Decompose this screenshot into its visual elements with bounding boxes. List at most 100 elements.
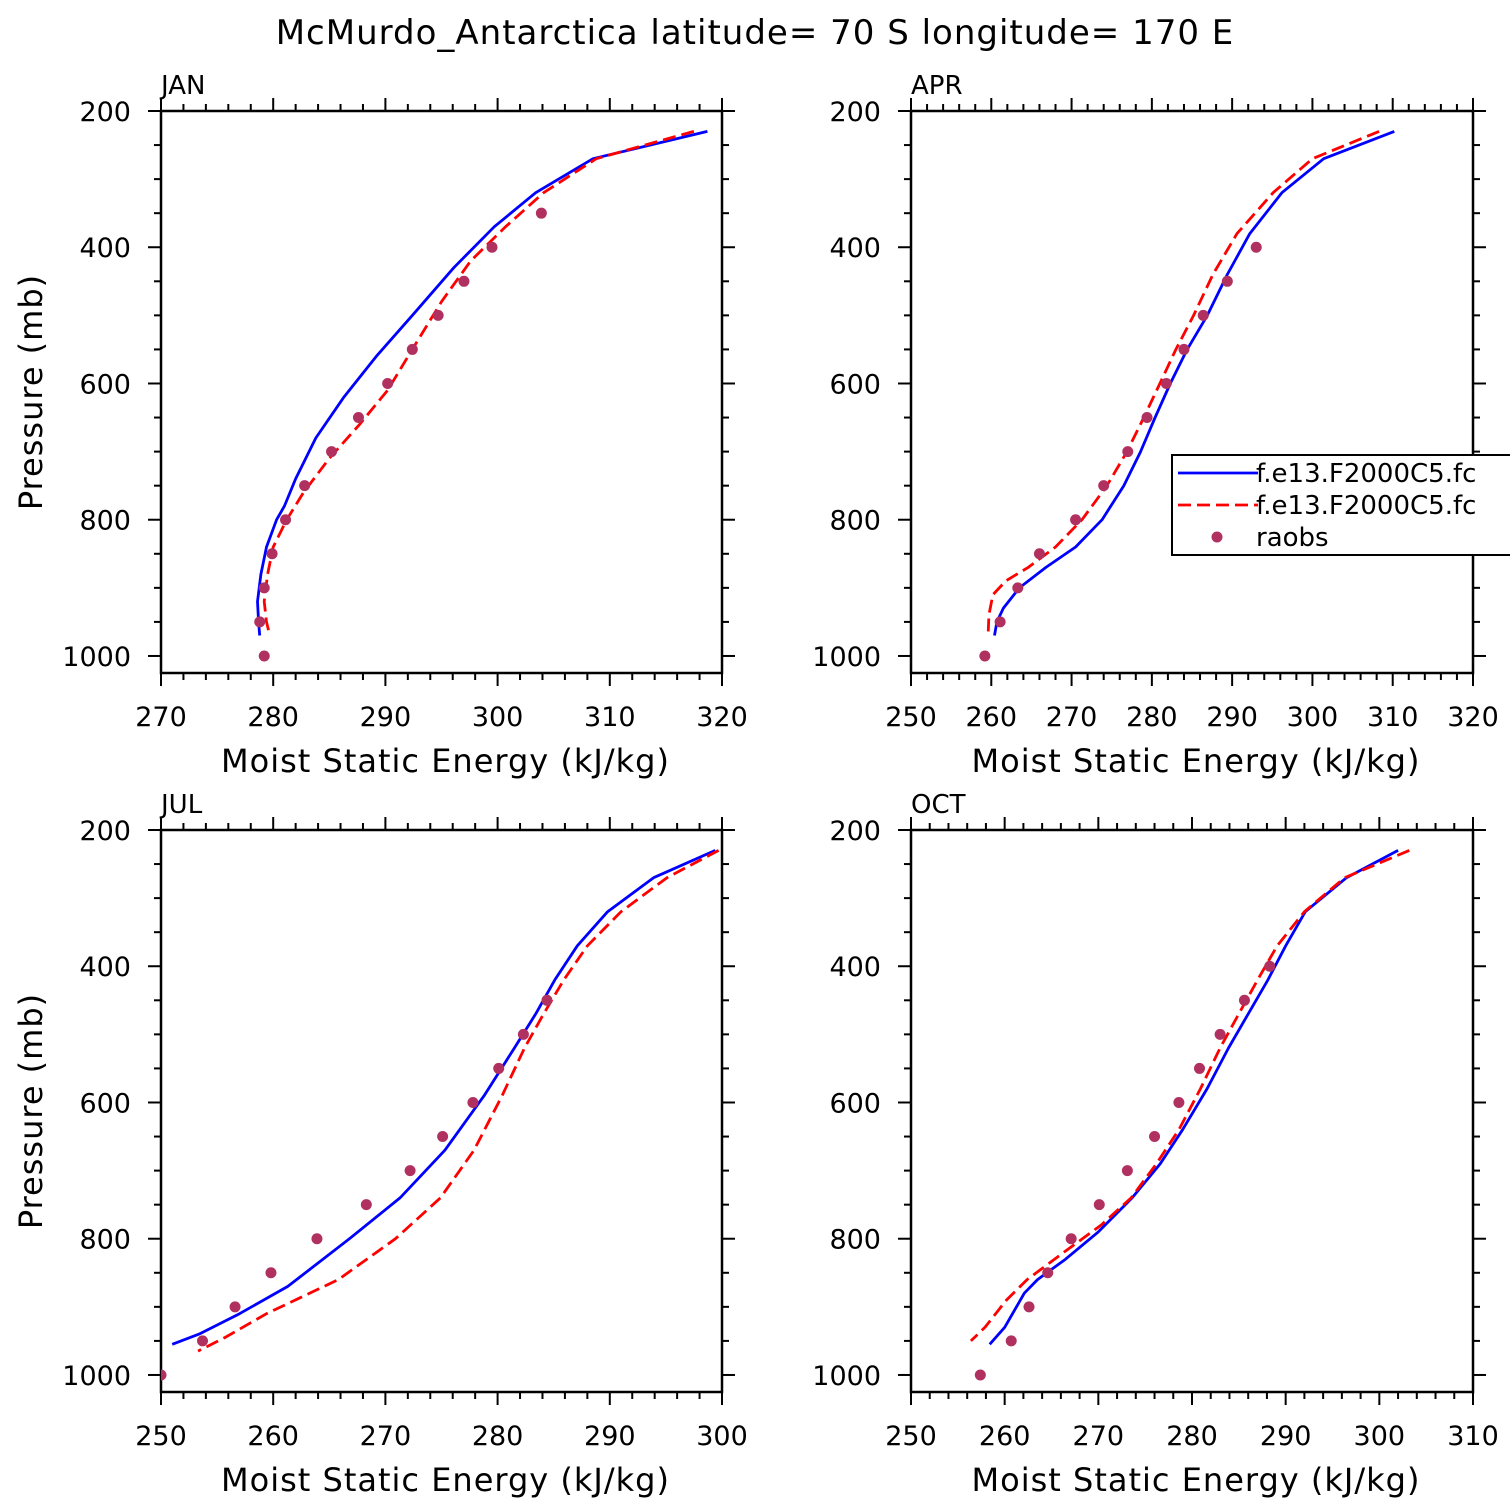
raobs-point-oct — [1121, 1165, 1133, 1177]
raobs-point-jan — [486, 241, 498, 253]
y-tick-label-oct: 1000 — [812, 1361, 881, 1392]
x-tick-label-oct: 290 — [1260, 1421, 1312, 1452]
x-tick-label-apr: 320 — [1447, 702, 1499, 733]
series-solid-line-jul — [171, 849, 716, 1346]
panel-label-jan: JAN — [159, 71, 205, 101]
raobs-point-apr — [1122, 446, 1134, 458]
panel-label-jul: JUL — [159, 790, 203, 820]
raobs-point-jan — [254, 616, 266, 628]
panel-jul: JUL 250 260 270 280 290 300 200 400 600 800 1000 Moi… — [12, 790, 748, 1499]
raobs-point-jul — [311, 1233, 323, 1245]
x-tick-label-jul: 300 — [696, 1421, 748, 1452]
x-tick-label-oct: 260 — [979, 1421, 1031, 1452]
x-tick-label-jul: 260 — [247, 1421, 299, 1452]
raobs-point-oct — [1093, 1199, 1105, 1211]
raobs-point-apr — [1221, 275, 1233, 287]
raobs-point-jul — [404, 1165, 416, 1177]
raobs-point-oct — [1238, 994, 1250, 1006]
y-tick-label-jan: 400 — [79, 233, 131, 264]
plot-frame-jul — [159, 828, 724, 1394]
y-tick-label-oct: 400 — [829, 952, 881, 983]
x-tick-label-oct: 250 — [885, 1421, 937, 1452]
y-tick-label-apr: 800 — [829, 506, 881, 537]
legend-marker-raobs — [1211, 531, 1223, 543]
y-tick-label-oct: 800 — [829, 1225, 881, 1256]
y-tick-label-apr: 600 — [829, 369, 881, 400]
y-tick-label-jul: 600 — [79, 1088, 131, 1119]
raobs-point-apr — [1178, 343, 1190, 355]
raobs-point-jul — [265, 1267, 277, 1279]
raobs-point-jul — [467, 1096, 479, 1108]
raobs-point-apr — [1197, 309, 1209, 321]
y-tick-label-oct: 600 — [829, 1088, 881, 1119]
x-axis-label-jul: Moist Static Energy (kJ/kg) — [221, 1461, 670, 1499]
raobs-point-oct — [1193, 1062, 1205, 1074]
x-tick-label-oct: 300 — [1354, 1421, 1406, 1452]
raobs-point-jan — [326, 446, 338, 458]
x-tick-label-jul: 280 — [472, 1421, 524, 1452]
data-layer-oct — [969, 849, 1410, 1381]
raobs-point-jan — [258, 650, 270, 662]
x-tick-label-apr: 310 — [1367, 702, 1419, 733]
raobs-point-jan — [352, 412, 364, 424]
panel-oct: OCT 250 260 270 280 290 300 310 200 400 600 800 1000… — [812, 790, 1498, 1499]
raobs-point-oct — [1023, 1301, 1035, 1313]
series-dashed-line-jul — [197, 849, 720, 1353]
x-tick-label-jan: 280 — [247, 702, 299, 733]
x-tick-label-apr: 260 — [966, 702, 1018, 733]
y-axis-label-jul: Pressure (mb) — [12, 993, 50, 1229]
plot-frame-jan — [159, 109, 724, 675]
y-tick-label-jul: 1000 — [62, 1361, 131, 1392]
raobs-point-jan — [458, 275, 470, 287]
plot-frame-oct — [909, 828, 1475, 1394]
raobs-point-jan — [432, 309, 444, 321]
raobs-point-jul — [437, 1131, 449, 1143]
x-tick-label-apr: 290 — [1206, 702, 1258, 733]
raobs-point-jul — [517, 1028, 529, 1040]
data-layer-jan — [254, 130, 708, 662]
raobs-point-apr — [1012, 582, 1024, 594]
y-tick-label-jul: 800 — [79, 1225, 131, 1256]
legend-label-2: f.e13.F2000C5.fc — [1256, 491, 1476, 521]
y-tick-label-apr: 200 — [829, 97, 881, 128]
panel-jan: JAN 270 280 290 300 310 320 200 400 600 800 1000 Moi… — [12, 71, 748, 780]
raobs-point-apr — [1160, 377, 1172, 389]
x-tick-label-jan: 320 — [696, 702, 748, 733]
x-tick-label-oct: 280 — [1166, 1421, 1218, 1452]
x-tick-label-jul: 270 — [360, 1421, 412, 1452]
raobs-point-oct — [1005, 1335, 1017, 1347]
raobs-point-apr — [979, 650, 991, 662]
panel-label-apr: APR — [911, 71, 963, 101]
raobs-point-jul — [229, 1301, 241, 1313]
raobs-point-jan — [280, 514, 292, 526]
y-tick-label-oct: 200 — [829, 816, 881, 847]
raobs-point-jul — [197, 1335, 209, 1347]
x-axis-label-jan: Moist Static Energy (kJ/kg) — [221, 742, 670, 780]
raobs-point-jan — [299, 480, 311, 492]
raobs-point-jul — [360, 1199, 372, 1211]
y-axis-label-jan: Pressure (mb) — [12, 274, 50, 510]
raobs-point-apr — [1033, 548, 1045, 560]
x-tick-label-oct: 310 — [1447, 1421, 1499, 1452]
y-tick-label-jan: 1000 — [62, 642, 131, 673]
x-tick-label-apr: 270 — [1046, 702, 1098, 733]
y-tick-label-jan: 200 — [79, 97, 131, 128]
x-tick-label-jan: 290 — [360, 702, 412, 733]
raobs-point-jul — [161, 1369, 167, 1381]
raobs-point-jul — [493, 1062, 505, 1074]
raobs-point-jul — [541, 994, 553, 1006]
x-tick-label-apr: 250 — [885, 702, 937, 733]
raobs-point-jan — [266, 548, 278, 560]
x-tick-label-jan: 310 — [584, 702, 636, 733]
series-solid-line-jan — [256, 130, 708, 636]
y-tick-label-jan: 600 — [79, 369, 131, 400]
series-dashed-line-jan — [262, 130, 695, 636]
raobs-point-oct — [1149, 1131, 1161, 1143]
series-solid-line-apr — [993, 130, 1395, 636]
series-dashed-line-oct — [969, 849, 1410, 1342]
panel-label-oct: OCT — [911, 790, 966, 820]
x-tick-label-oct: 270 — [1073, 1421, 1125, 1452]
y-tick-label-apr: 1000 — [812, 642, 881, 673]
